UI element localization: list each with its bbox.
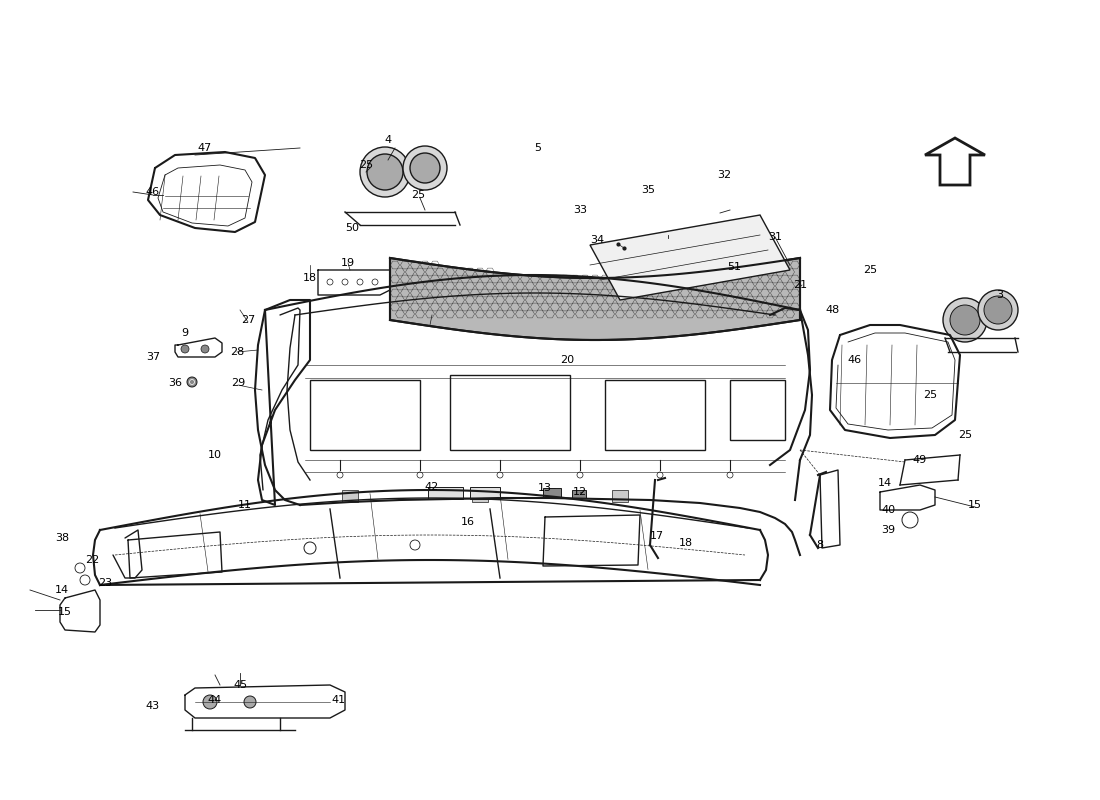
Bar: [428, 487, 463, 499]
Text: 47: 47: [198, 143, 212, 153]
Text: 25: 25: [958, 430, 972, 440]
Circle shape: [410, 153, 440, 183]
Text: 4: 4: [384, 135, 392, 145]
Bar: [612, 490, 628, 502]
Circle shape: [403, 146, 447, 190]
Circle shape: [367, 154, 403, 190]
Text: 35: 35: [641, 185, 654, 195]
Text: 41: 41: [331, 695, 345, 705]
Text: 13: 13: [538, 483, 552, 493]
Text: 25: 25: [359, 160, 373, 170]
Text: 45: 45: [233, 680, 248, 690]
Circle shape: [204, 695, 217, 709]
Text: 40: 40: [881, 505, 895, 515]
Text: 20: 20: [560, 355, 574, 365]
Text: 31: 31: [768, 232, 782, 242]
Text: 15: 15: [58, 607, 72, 617]
Bar: [730, 380, 785, 440]
Text: 3: 3: [997, 290, 1003, 300]
Text: 46: 46: [146, 187, 161, 197]
Text: 32: 32: [717, 170, 732, 180]
Circle shape: [950, 305, 980, 335]
Text: 50: 50: [345, 223, 359, 233]
Text: 43: 43: [146, 701, 161, 711]
Text: 49: 49: [913, 455, 927, 465]
Text: 21: 21: [793, 280, 807, 290]
Text: 51: 51: [727, 262, 741, 272]
Bar: [342, 490, 358, 502]
Text: 33: 33: [573, 205, 587, 215]
Text: 10: 10: [208, 450, 222, 460]
Text: 46: 46: [848, 355, 862, 365]
Text: 25: 25: [411, 190, 425, 200]
Text: 5: 5: [535, 143, 541, 153]
Bar: [450, 375, 570, 450]
Circle shape: [187, 377, 197, 387]
Text: 39: 39: [881, 525, 895, 535]
Text: 27: 27: [241, 315, 255, 325]
Circle shape: [984, 296, 1012, 324]
Text: 36: 36: [168, 378, 182, 388]
Bar: [572, 490, 586, 498]
Text: 37: 37: [146, 352, 161, 362]
Text: 34: 34: [590, 235, 604, 245]
Circle shape: [182, 345, 189, 353]
Text: 8: 8: [816, 540, 824, 550]
Circle shape: [978, 290, 1018, 330]
Text: 22: 22: [85, 555, 99, 565]
Circle shape: [201, 345, 209, 353]
Polygon shape: [590, 215, 790, 300]
Text: 9: 9: [182, 328, 188, 338]
Text: 14: 14: [878, 478, 892, 488]
Text: 42: 42: [425, 482, 439, 492]
Text: 15: 15: [968, 500, 982, 510]
Circle shape: [244, 696, 256, 708]
Bar: [605, 380, 705, 450]
Bar: [310, 380, 420, 450]
Circle shape: [360, 147, 410, 197]
Text: 12: 12: [573, 487, 587, 497]
Text: 25: 25: [862, 265, 877, 275]
Text: 29: 29: [231, 378, 245, 388]
Text: 44: 44: [208, 695, 222, 705]
Bar: [543, 488, 561, 498]
Text: 16: 16: [461, 517, 475, 527]
Bar: [470, 487, 500, 499]
Text: 38: 38: [55, 533, 69, 543]
Text: 28: 28: [230, 347, 244, 357]
Text: 48: 48: [826, 305, 840, 315]
Circle shape: [943, 298, 987, 342]
Text: 18: 18: [679, 538, 693, 548]
Bar: [472, 490, 488, 502]
Text: 17: 17: [650, 531, 664, 541]
Text: 19: 19: [341, 258, 355, 268]
Text: 23: 23: [98, 578, 112, 588]
Text: 14: 14: [55, 585, 69, 595]
Text: 11: 11: [238, 500, 252, 510]
Text: 25: 25: [923, 390, 937, 400]
Text: 18: 18: [302, 273, 317, 283]
Polygon shape: [390, 258, 800, 340]
Polygon shape: [925, 138, 985, 185]
